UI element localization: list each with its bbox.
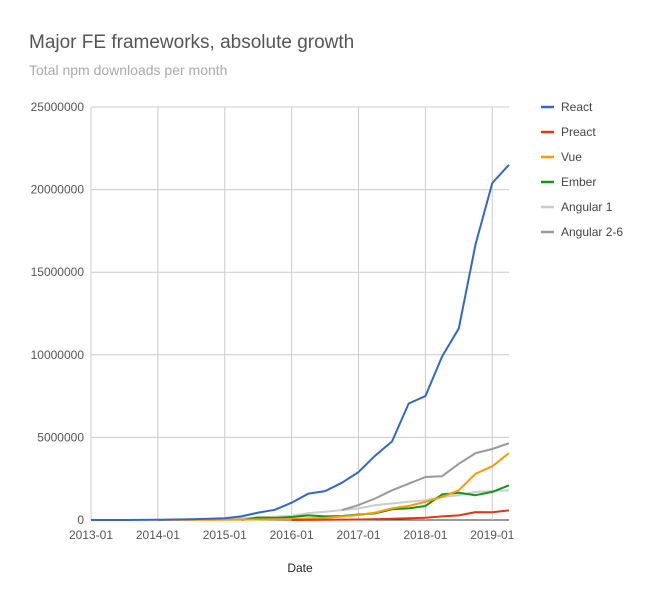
legend-label: React [561, 100, 593, 114]
x-tick-label: 2013-01 [69, 528, 113, 542]
chart-title: Major FE frameworks, absolute growth [29, 32, 354, 53]
x-tick-label: 2017-01 [336, 528, 380, 542]
x-tick-label: 2018-01 [403, 528, 447, 542]
y-tick-label: 5000000 [37, 430, 84, 444]
series-line-vue [157, 452, 510, 521]
series-line-react [91, 164, 510, 521]
legend-label: Preact [561, 125, 596, 139]
legend-item-angular-1: Angular 1 [541, 200, 613, 214]
y-tick-label: 20000000 [31, 183, 85, 197]
y-tick-label: 10000000 [31, 348, 85, 362]
legend-item-preact: Preact [541, 125, 596, 139]
x-tick-label: 2015-01 [203, 528, 247, 542]
series-lines [91, 164, 510, 521]
x-tick-label: 2016-01 [270, 528, 314, 542]
legend-label: Ember [561, 175, 596, 189]
y-axis-ticks: 0 5000000 10000000 15000000 20000000 25000000 [31, 100, 85, 527]
x-tick-label: 2019-01 [470, 528, 514, 542]
series-line-ember [241, 484, 510, 521]
legend-label: Angular 2-6 [561, 225, 623, 239]
y-tick-label: 25000000 [31, 100, 85, 114]
legend-item-ember: Ember [541, 175, 596, 189]
legend: React Preact Vue Ember Angular 1 Angular 2-6 [541, 100, 623, 239]
legend-item-react: React [541, 100, 593, 114]
legend-item-angular-2-6: Angular 2-6 [541, 225, 623, 239]
chart-subtitle: Total npm downloads per month [29, 62, 227, 78]
y-tick-label: 15000000 [31, 265, 85, 279]
gridlines [90, 106, 509, 521]
series-line-preact [291, 509, 510, 521]
x-axis-title: Date [287, 561, 313, 575]
series-line-angular-2-6 [341, 442, 510, 512]
y-tick-label: 0 [77, 513, 84, 527]
x-axis-ticks: 2013-01 2014-01 2015-01 2016-01 2017-01 2018-… [69, 528, 515, 542]
legend-label: Angular 1 [561, 200, 613, 214]
legend-item-vue: Vue [541, 150, 582, 164]
x-tick-label: 2014-01 [136, 528, 180, 542]
legend-label: Vue [561, 150, 582, 164]
